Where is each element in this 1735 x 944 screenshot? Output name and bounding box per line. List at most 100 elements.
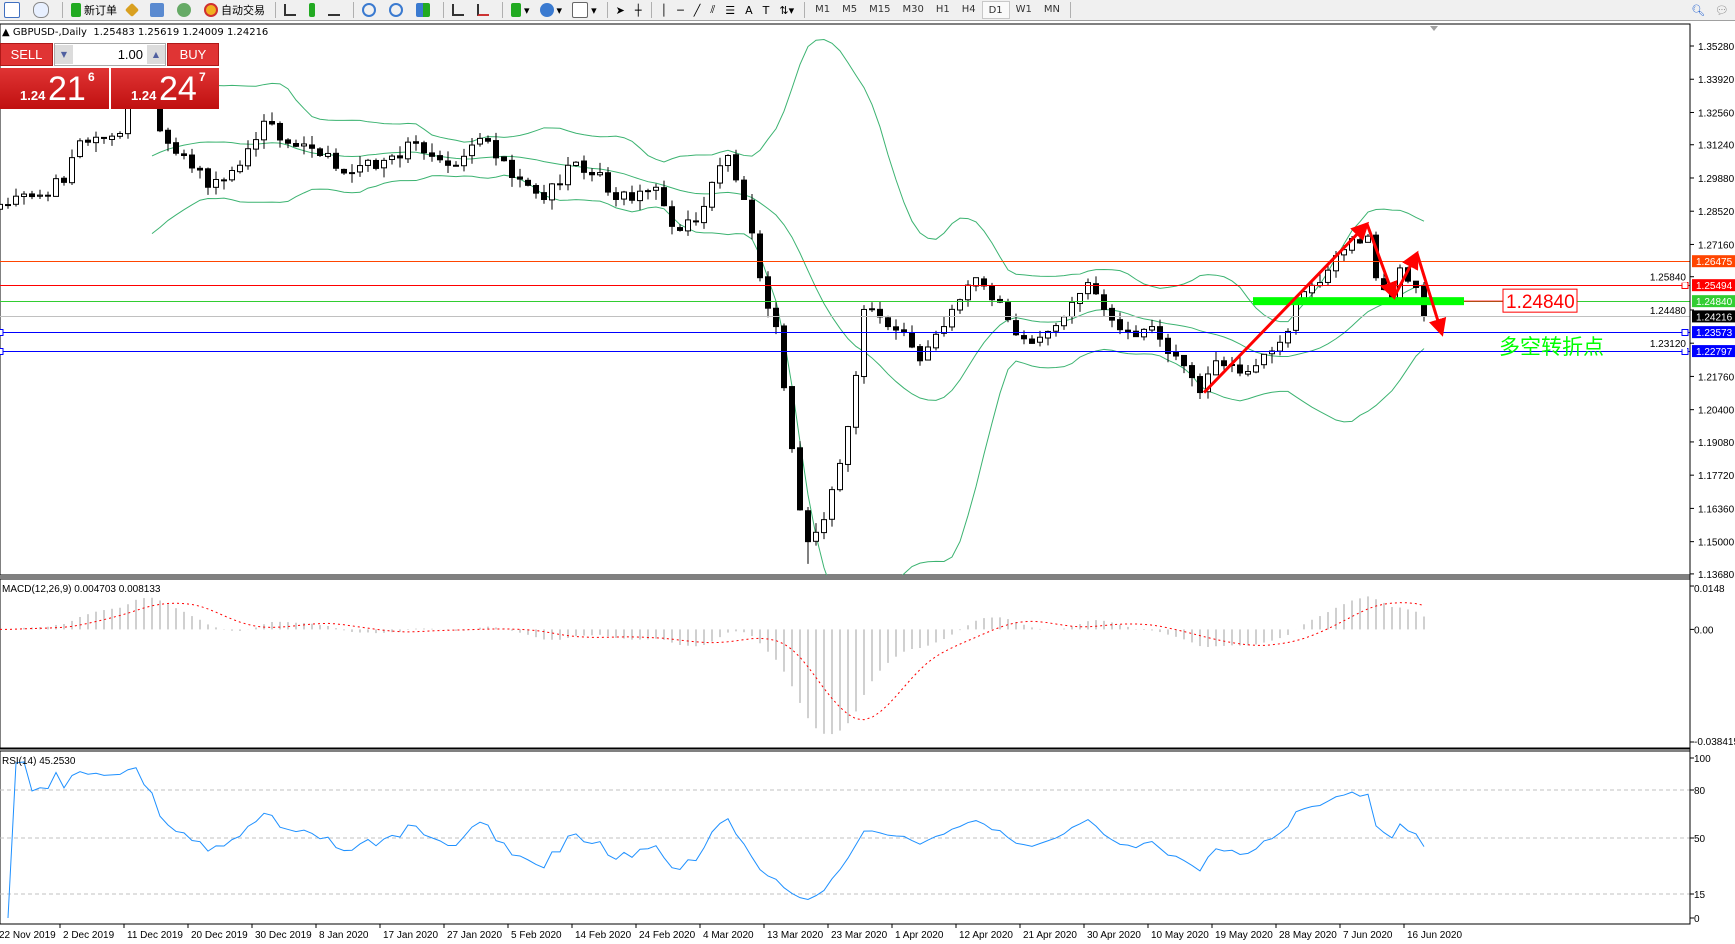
candle-body — [469, 144, 475, 157]
chat-icon: 💬︎ — [1715, 3, 1729, 17]
zoom-in-button[interactable] — [358, 1, 383, 19]
templates-button[interactable]: ▾ — [568, 1, 601, 19]
buy-price[interactable]: 1.24 24 7 — [111, 68, 219, 109]
timeframe-mn[interactable]: MN — [1043, 3, 1061, 15]
candle — [853, 371, 859, 435]
trend-arrow — [1365, 223, 1398, 301]
candle-body — [1045, 330, 1051, 339]
cursor-button[interactable]: ➤ — [612, 1, 629, 19]
navigator-button[interactable] — [146, 1, 171, 19]
rsi-tick-label: 0 — [1694, 914, 1700, 925]
candle-body — [1325, 269, 1331, 283]
sell-price-fraction: 6 — [88, 70, 95, 84]
lot-increase-button[interactable]: ▲ — [147, 45, 165, 64]
signals-button[interactable] — [173, 1, 198, 19]
candle — [413, 135, 419, 151]
timeframe-m1[interactable]: M1 — [815, 3, 831, 15]
sell-price-pips: 21 — [48, 70, 86, 108]
sell-button[interactable]: SELL — [0, 43, 53, 66]
lot-size-input[interactable]: ▼ 1.00 ▲ — [54, 43, 166, 66]
candle — [1205, 366, 1211, 399]
text-label-button[interactable]: T — [759, 1, 774, 19]
price-level-tag — [1692, 326, 1735, 339]
indicators-button[interactable]: ▾ — [507, 1, 534, 19]
tile-windows-button[interactable] — [412, 1, 437, 19]
text-label-icon: T — [762, 3, 770, 17]
timeframe-m30[interactable]: M30 — [902, 3, 924, 15]
candle — [437, 150, 443, 163]
fibonacci-button[interactable]: ☰ — [721, 1, 739, 19]
candle-body — [877, 308, 883, 318]
candle — [621, 190, 627, 206]
sell-price[interactable]: 1.24 21 6 — [0, 68, 109, 109]
vertical-line-button[interactable]: │ — [656, 1, 671, 19]
auto-scroll-button[interactable] — [448, 1, 471, 19]
macd-label: MACD(12,26,9) 0.004703 0.008133 — [2, 584, 161, 595]
periods-button[interactable]: ▾ — [536, 1, 567, 19]
crosshair-button[interactable]: ┼ — [631, 1, 646, 19]
bar-chart-button[interactable] — [280, 1, 303, 19]
level-handle — [0, 348, 4, 355]
candle-body — [389, 155, 395, 161]
time-tick-label: 22 Nov 2019 — [0, 930, 56, 941]
timeframe-d1[interactable]: D1 — [981, 1, 1010, 19]
candle — [309, 135, 315, 158]
trendline-button[interactable]: ╱ — [690, 1, 705, 19]
candle — [253, 131, 259, 157]
new-order-button[interactable]: 新订单 — [67, 1, 121, 19]
macd-tick-label: 0.00 — [1694, 625, 1714, 636]
candle-body — [445, 160, 451, 166]
chat-button[interactable]: 💬︎ — [1711, 1, 1733, 19]
candle — [1189, 362, 1195, 387]
candle — [85, 137, 91, 146]
timeframe-h4[interactable]: H4 — [961, 3, 976, 15]
search-button[interactable]: 🔍︎ — [1687, 1, 1709, 19]
separator — [502, 2, 503, 18]
price-level-tag-label: 1.24840 — [1696, 297, 1733, 308]
equidistant-channel-button[interactable]: ⫽ — [706, 1, 719, 19]
candle-body — [933, 333, 939, 349]
line-chart-button[interactable] — [324, 1, 347, 19]
candle — [117, 131, 123, 139]
candle-body — [325, 152, 331, 157]
candle-body — [757, 233, 763, 279]
candle — [197, 165, 203, 179]
candle-body — [21, 193, 27, 197]
candle — [77, 138, 83, 159]
zoom-out-button[interactable] — [385, 1, 410, 19]
lot-decrease-button[interactable]: ▼ — [55, 45, 73, 64]
arrows-button[interactable]: ⇅▾ — [775, 1, 798, 19]
chart-shift-icon — [477, 4, 489, 16]
text-button[interactable]: A — [741, 1, 757, 19]
timeframe-w1[interactable]: W1 — [1015, 3, 1032, 15]
separator — [804, 2, 806, 18]
new-order-label: 新订单 — [84, 4, 117, 17]
candle — [93, 131, 99, 152]
candle — [213, 171, 219, 195]
candle — [925, 340, 931, 361]
profile-button[interactable] — [0, 1, 27, 19]
lot-size-value[interactable]: 1.00 — [117, 47, 143, 62]
time-tick-label: 10 May 2020 — [1151, 930, 1209, 941]
rsi-tick-label: 100 — [1694, 754, 1711, 765]
one-click-trading-panel: SELL ▼ 1.00 ▲ BUY 1.24 21 6 1.24 24 7 — [0, 43, 219, 109]
timeframe-m5[interactable]: M5 — [842, 3, 858, 15]
horizontal-line-button[interactable]: ─ — [673, 1, 688, 19]
zoom-window-button[interactable] — [29, 1, 56, 19]
candle — [261, 114, 267, 149]
buy-button[interactable]: BUY — [167, 43, 219, 66]
candle — [381, 157, 387, 178]
autotrading-button[interactable]: 自动交易 — [200, 1, 269, 19]
navigator-icon — [150, 3, 164, 17]
candlestick-button[interactable] — [305, 1, 322, 19]
candle — [725, 154, 731, 172]
timeframe-h1[interactable]: H1 — [935, 3, 950, 15]
chart-shift-button[interactable] — [473, 1, 496, 19]
candle-body — [709, 181, 715, 208]
candle-body — [917, 346, 923, 362]
price-tick-label: 1.24480 — [1650, 306, 1687, 317]
candle — [573, 161, 579, 167]
timeframe-m15[interactable]: M15 — [869, 3, 891, 15]
candle-body — [589, 171, 595, 176]
